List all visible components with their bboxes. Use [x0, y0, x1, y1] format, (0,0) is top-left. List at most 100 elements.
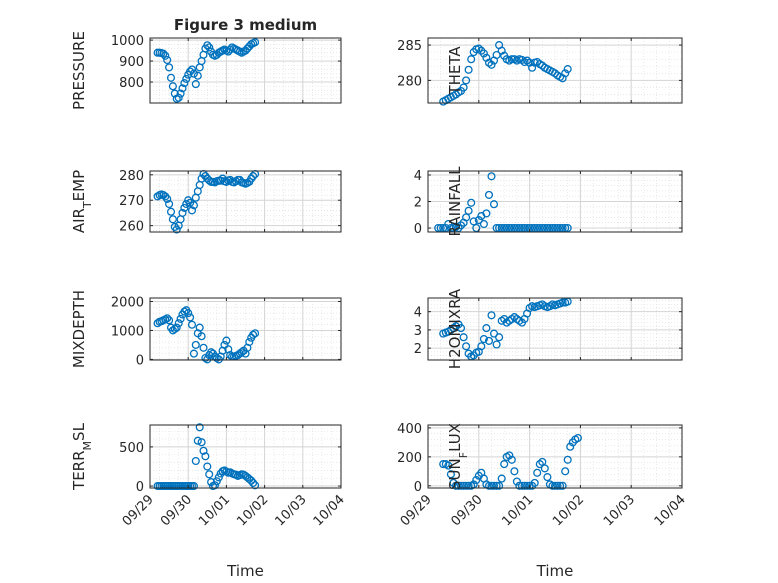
- x-tick-label: 10/02: [234, 492, 271, 529]
- data-point: [187, 320, 197, 329]
- y-axis-label: AIRTEMP: [70, 170, 94, 233]
- data-point: [507, 223, 516, 233]
- y-tick-label: 0: [136, 480, 144, 495]
- y-tick-label: 500: [119, 441, 144, 456]
- x-axis-label: Time: [226, 562, 264, 580]
- axes-box: [427, 37, 683, 104]
- data-point: [492, 481, 501, 490]
- data-point: [249, 478, 258, 487]
- data-point: [479, 219, 488, 229]
- data-point: [444, 461, 453, 470]
- data-point: [566, 442, 575, 451]
- subplot-3: 260 270 280 AIRTEMP: [70, 169, 342, 235]
- data-point: [436, 223, 445, 233]
- data-point: [535, 223, 544, 233]
- data-point: [489, 200, 499, 209]
- x-tick-label: 10/01: [196, 492, 233, 529]
- data-point: [237, 348, 246, 357]
- data-point: [482, 209, 491, 218]
- axes-box: [427, 297, 683, 361]
- data-point: [479, 49, 488, 58]
- subplot-8: 09/29 09/30 10/01 10/02 10/03 10/04 0 200 400 SUN…: [397, 422, 689, 580]
- y-tick-label: 900: [119, 55, 144, 70]
- subplot-2: 280 285 THETA: [397, 37, 683, 106]
- data-point: [550, 481, 560, 490]
- data-point: [166, 73, 176, 82]
- data-point: [161, 51, 170, 60]
- data-point: [495, 223, 504, 233]
- data-point: [212, 477, 221, 486]
- data-point: [203, 41, 212, 50]
- data-point: [182, 74, 191, 83]
- y-tick-label: 1000: [111, 34, 144, 49]
- data-point: [176, 89, 185, 98]
- x-tick-label: 10/03: [273, 492, 310, 529]
- data-point: [459, 333, 468, 342]
- data-point: [231, 177, 240, 186]
- data-point: [469, 217, 478, 226]
- data-point: [172, 225, 181, 234]
- subplot-7: 09/29 09/30 10/01 10/02 10/03 10/04 0 500 TERRMS…: [70, 422, 348, 580]
- y-tick-label: 260: [119, 220, 144, 235]
- data-point: [523, 56, 532, 65]
- data-point: [538, 223, 547, 233]
- data-point: [459, 83, 468, 92]
- data-point: [510, 223, 519, 233]
- data-point: [487, 60, 496, 69]
- data-point: [251, 38, 260, 47]
- data-point: [201, 452, 210, 461]
- data-point: [533, 468, 542, 477]
- y-tick-label: 2000: [111, 295, 144, 310]
- data-point: [515, 223, 524, 233]
- data-point: [545, 223, 554, 233]
- data-point: [487, 481, 496, 490]
- data-point: [191, 340, 200, 349]
- data-point: [482, 324, 491, 333]
- data-point: [484, 336, 494, 345]
- data-point: [530, 223, 539, 233]
- y-axis-label: PRESSURE: [70, 31, 88, 110]
- data-point: [487, 311, 496, 320]
- axes-box: [149, 424, 342, 489]
- y-tick-label: 285: [397, 39, 422, 54]
- data-point: [197, 438, 206, 447]
- data-point: [176, 314, 185, 323]
- data-point: [556, 481, 565, 490]
- data-point: [507, 55, 516, 64]
- data-point: [523, 223, 532, 233]
- data-point: [563, 223, 572, 233]
- y-axis-label: MIXDEPTH: [70, 290, 88, 368]
- data-point: [497, 223, 506, 233]
- data-point: [462, 481, 471, 490]
- data-point: [561, 69, 570, 78]
- data-point: [472, 223, 481, 233]
- data-point: [168, 82, 177, 91]
- x-tick-label: 09/29: [398, 492, 435, 529]
- data-point: [163, 55, 172, 65]
- data-point: [444, 219, 453, 229]
- data-point: [510, 467, 519, 476]
- data-point: [251, 481, 260, 490]
- x-axis-label: Time: [536, 562, 574, 580]
- data-point: [502, 223, 511, 233]
- x-tick-label: 10/04: [652, 492, 689, 529]
- y-tick-label: 3: [414, 324, 422, 339]
- axes-box: [149, 37, 342, 104]
- data-point: [189, 349, 198, 358]
- data-point: [484, 190, 494, 199]
- data-point: [467, 198, 476, 207]
- data-point: [500, 460, 509, 469]
- data-point: [553, 481, 562, 490]
- data-point: [505, 223, 514, 233]
- data-point: [247, 476, 256, 485]
- data-point: [441, 223, 450, 233]
- data-point: [434, 223, 443, 233]
- data-point: [191, 456, 200, 466]
- x-tick-label: 09/30: [158, 492, 195, 529]
- data-point: [172, 323, 181, 332]
- data-point: [180, 203, 189, 212]
- data-point: [561, 467, 570, 476]
- data-point: [165, 316, 174, 325]
- data-point: [451, 481, 460, 490]
